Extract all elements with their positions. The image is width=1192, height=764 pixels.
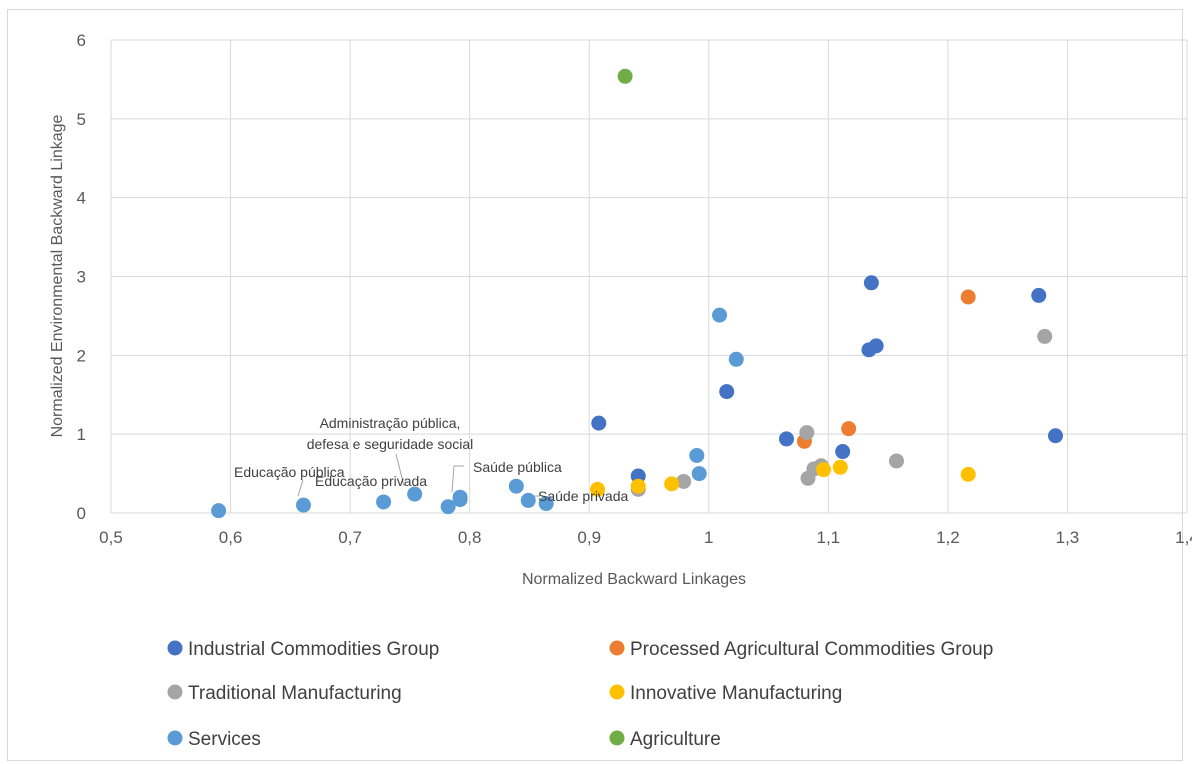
legend-marker-agriculture: [609, 730, 625, 746]
y-tick-label: 5: [77, 110, 86, 129]
x-axis-title: Normalized Backward Linkages: [522, 571, 746, 588]
point-innovative-manufacturing: [664, 476, 680, 492]
point-innovative-manufacturing: [816, 462, 832, 478]
point-traditional-manufacturing: [888, 453, 904, 469]
point-industrial-commodities-group: [591, 415, 607, 431]
point-services: [508, 478, 524, 494]
x-tick-label: 1,3: [1056, 528, 1080, 547]
legend-marker-traditional-manufacturing: [167, 684, 183, 700]
legend-marker-innovative-manufacturing: [609, 684, 625, 700]
legend-marker-services: [167, 730, 183, 746]
x-tick-label: 1: [704, 528, 713, 547]
x-tick-label: 1,1: [817, 528, 841, 547]
point-industrial-commodities-group: [1031, 287, 1047, 303]
point-traditional-manufacturing: [799, 425, 815, 441]
x-tick-label: 0,5: [99, 528, 123, 547]
x-tick-label: 0,7: [338, 528, 362, 547]
legend: Industrial Commodities Group Processed Ag…: [167, 639, 993, 750]
annotation-label: Educação pública: [234, 464, 345, 480]
point-innovative-manufacturing: [832, 459, 848, 475]
x-axis-ticks: 0,5 0,6 0,7 0,8 0,9 1 1,1 1,2 1,3 1,4: [99, 528, 1192, 547]
point-traditional-manufacturing: [1037, 328, 1053, 344]
legend-marker-processed-agricultural-commodities-group: [609, 640, 625, 656]
point-industrial-commodities-group: [1047, 428, 1063, 444]
point-services: [538, 496, 554, 512]
point-innovative-manufacturing: [590, 481, 606, 497]
point-services: [728, 351, 744, 367]
point-industrial-commodities-group: [630, 468, 646, 484]
point-industrial-commodities-group: [835, 444, 851, 460]
y-tick-label: 4: [77, 189, 86, 208]
point-services: [295, 497, 311, 513]
y-tick-label: 0: [77, 504, 86, 523]
gridlines: [110, 39, 1188, 514]
legend-label-processed-agricultural-commodities-group: Processed Agricultural Commodities Group: [630, 639, 993, 660]
chart-frame: [7, 9, 1183, 761]
annotation-label: Saúde privada: [538, 488, 629, 504]
point-innovative-manufacturing: [630, 478, 646, 494]
point-services: [520, 492, 536, 508]
point-agriculture: [617, 68, 633, 84]
x-tick-label: 0,8: [458, 528, 482, 547]
point-industrial-commodities-group: [868, 338, 884, 354]
point-services: [691, 466, 707, 482]
annotation-leader: [395, 453, 405, 487]
annotation-label: Administração pública,: [320, 415, 461, 431]
x-tick-label: 1,4: [1175, 528, 1192, 547]
y-axis-ticks: 0 1 2 3 4 5 6: [77, 31, 86, 523]
point-processed-agricultural-commodities-group: [960, 289, 976, 305]
point-services: [689, 447, 705, 463]
annotation-label: Saúde pública: [473, 459, 562, 475]
point-services: [452, 489, 468, 505]
legend-marker-industrial-commodities-group: [167, 640, 183, 656]
y-tick-label: 2: [77, 346, 86, 365]
annotation-leader: [297, 479, 304, 497]
point-services: [712, 307, 728, 323]
legend-label-agriculture: Agriculture: [630, 729, 721, 750]
legend-label-industrial-commodities-group: Industrial Commodities Group: [188, 639, 439, 660]
point-services: [211, 503, 227, 519]
y-tick-label: 1: [77, 425, 86, 444]
annotation-label: defesa e seguridade social: [307, 436, 474, 452]
point-industrial-commodities-group: [719, 384, 735, 400]
y-axis-title: Normalized Environmental Backward Linkag…: [49, 114, 66, 437]
point-traditional-manufacturing: [676, 473, 692, 489]
x-tick-label: 0,6: [219, 528, 243, 547]
point-services: [376, 494, 392, 510]
point-services: [407, 486, 423, 502]
point-innovative-manufacturing: [960, 466, 976, 482]
x-tick-label: 0,9: [577, 528, 601, 547]
legend-label-innovative-manufacturing: Innovative Manufacturing: [630, 683, 842, 704]
legend-label-traditional-manufacturing: Traditional Manufacturing: [188, 683, 402, 704]
legend-label-services: Services: [188, 729, 261, 750]
y-tick-label: 3: [77, 268, 86, 287]
x-tick-label: 1,2: [936, 528, 960, 547]
annotation-label: Educação privada: [315, 473, 427, 489]
point-industrial-commodities-group: [778, 431, 794, 447]
point-industrial-commodities-group: [863, 275, 879, 291]
point-processed-agricultural-commodities-group: [841, 421, 857, 437]
point-services: [440, 499, 456, 515]
y-tick-label: 6: [77, 31, 86, 50]
data-points: [211, 68, 1063, 519]
annotation-leader: [451, 465, 464, 493]
